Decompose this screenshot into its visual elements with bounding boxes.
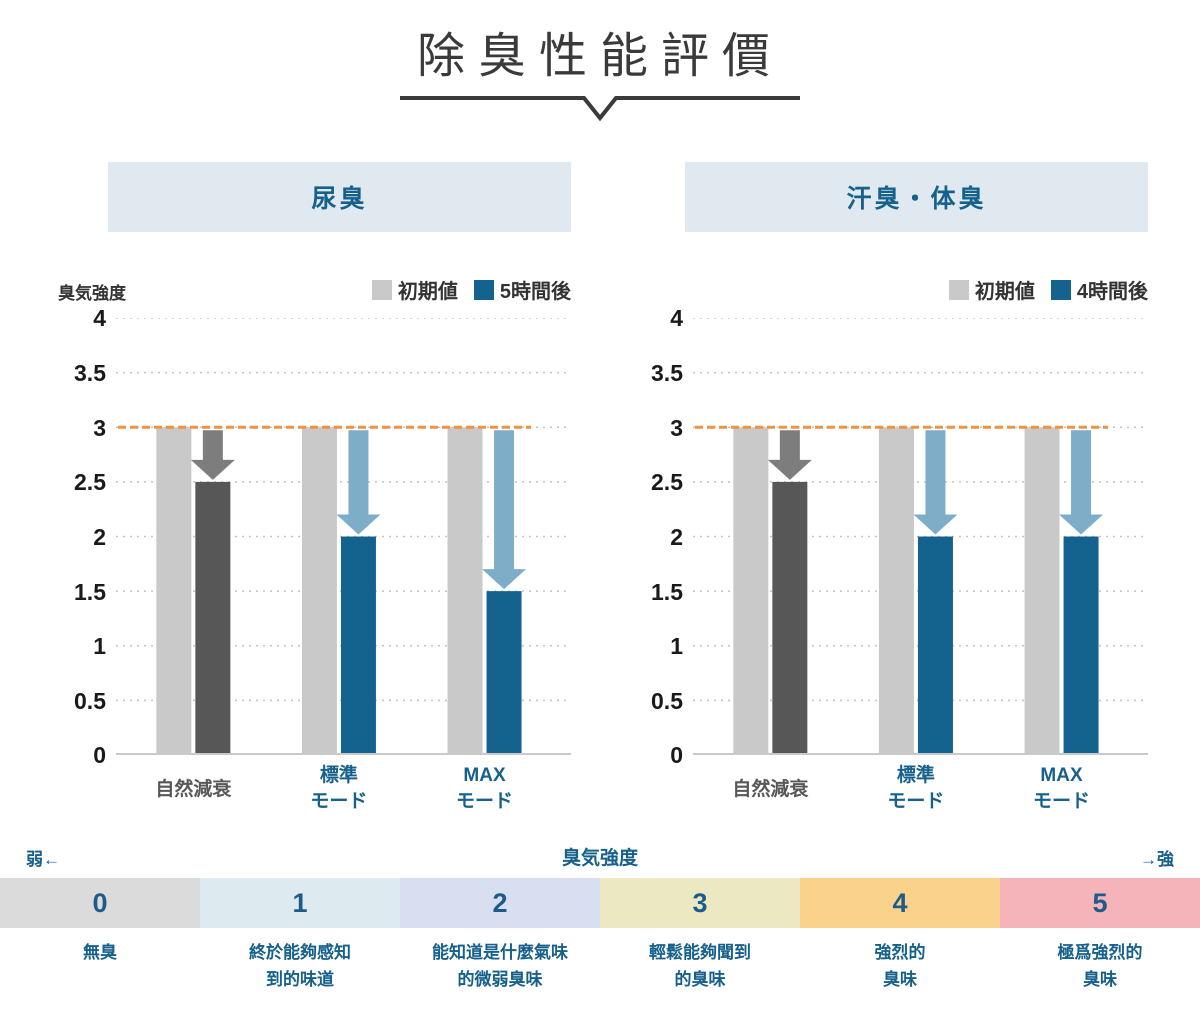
legend-item-after: 5時間後 xyxy=(473,275,571,304)
y-tick-label: 2.5 xyxy=(651,469,683,496)
y-tick-label: 1 xyxy=(670,633,683,660)
chart-meta-row: 初期値 4時間後 xyxy=(635,274,1148,304)
y-tick-label: 4 xyxy=(93,305,106,332)
y-tick-label: 1.5 xyxy=(74,578,106,605)
y-tick-label: 0.5 xyxy=(651,687,683,714)
x-category-label: 自然減衰 xyxy=(155,779,232,801)
y-tick-label: 3 xyxy=(93,414,106,441)
y-axis-tick-labels: 0 0.5 1 1.5 2 2.5 3 3.5 4 xyxy=(635,305,693,768)
scale-strong-label: →強 xyxy=(1140,850,1174,870)
legend-label-initial: 初期値 xyxy=(974,281,1035,304)
scale-cell-1: 1 xyxy=(200,878,400,929)
legend-item-initial: 初期値 xyxy=(948,275,1035,304)
title-block: 除臭性能評價 xyxy=(0,0,1200,122)
x-category-label: MAX モード xyxy=(1033,765,1091,813)
scale-cell-description-0: 無臭 xyxy=(83,943,117,963)
scale-cell-description-2: 能知道是什麼氣味 的微弱臭味 xyxy=(432,943,568,989)
scale-cell-3: 3 xyxy=(600,878,800,929)
scale-title: 臭気強度 xyxy=(561,848,638,870)
scale-cell-description-4: 強烈的 臭味 xyxy=(874,943,926,989)
scale-cell-0: 0 xyxy=(0,878,200,929)
legend-label-initial: 初期値 xyxy=(397,281,458,304)
y-tick-label: 4 xyxy=(670,305,683,332)
scale-cell-4: 4 xyxy=(800,878,1000,929)
y-tick-label: 2 xyxy=(670,523,683,550)
scale-cell-description-5: 極爲強烈的 臭味 xyxy=(1057,943,1143,989)
y-tick-label: 2 xyxy=(93,523,106,550)
y-tick-label: 3.5 xyxy=(74,360,106,387)
scale-axis-labels: 弱← 臭気強度 →強 xyxy=(0,843,1200,870)
scale-descriptions: 無臭 終於能夠感知 到的味道 能知道是什麼氣味 的微弱臭味 輕鬆能夠聞到 的臭味 強烈的… xyxy=(0,940,1200,993)
y-tick-label: 1.5 xyxy=(651,578,683,605)
y-axis-title: 臭気強度 xyxy=(58,284,126,304)
x-category-label: MAX モード xyxy=(456,765,514,813)
x-category-label: 自然減衰 xyxy=(732,779,809,801)
y-tick-label: 1 xyxy=(93,633,106,660)
plot-area: 0 0.5 1 1.5 2 2.5 3 3.5 4 xyxy=(635,305,1148,768)
x-category-label: 標準 モード xyxy=(887,765,945,813)
y-tick-label: 0.5 xyxy=(74,687,106,714)
x-axis-category-labels: 自然減衰 標準 モード MAX モード xyxy=(116,763,571,825)
chart-legend: 初期値 5時間後 xyxy=(371,275,571,304)
y-tick-label: 0 xyxy=(670,742,683,769)
chart-panel-urine-odor: 尿臭 臭気強度 初期値 5時間後 0 0.5 1 1.5 2 2.5 3 3.5 4 自然減衰 標… xyxy=(58,162,571,825)
legend-item-initial: 初期値 xyxy=(371,275,458,304)
x-axis-category-labels: 自然減衰 標準 モード MAX モード xyxy=(693,763,1148,825)
legend-swatch-after-icon xyxy=(1050,279,1071,300)
legend-label-after: 4時間後 xyxy=(1076,281,1148,304)
bar-chart xyxy=(116,318,571,756)
y-tick-label: 3.5 xyxy=(651,360,683,387)
page-title: 除臭性能評價 xyxy=(416,30,783,83)
chart-panel-sweat-body-odor: 汗臭・体臭 初期値 4時間後 0 0.5 1 1.5 2 2.5 3 3.5 4 自然減衰 標準 … xyxy=(635,162,1148,825)
scale-cell-description-3: 輕鬆能夠聞到 的臭味 xyxy=(649,943,751,989)
bar-chart xyxy=(693,318,1148,756)
y-tick-label: 2.5 xyxy=(74,469,106,496)
y-axis-tick-labels: 0 0.5 1 1.5 2 2.5 3 3.5 4 xyxy=(58,305,116,768)
title-underline-decoration xyxy=(400,96,800,122)
scale-weak-label: 弱← xyxy=(26,850,60,870)
scale-cell-2: 2 xyxy=(400,878,600,929)
legend-item-after: 4時間後 xyxy=(1050,275,1148,304)
plot-area: 0 0.5 1 1.5 2 2.5 3 3.5 4 xyxy=(58,305,571,768)
scale-cell-description-1: 終於能夠感知 到的味道 xyxy=(249,943,351,989)
legend-swatch-initial-icon xyxy=(371,279,392,300)
charts-row: 尿臭 臭気強度 初期値 5時間後 0 0.5 1 1.5 2 2.5 3 3.5 4 自然減衰 標… xyxy=(0,162,1200,825)
legend-swatch-after-icon xyxy=(473,279,494,300)
x-category-label: 標準 モード xyxy=(310,765,368,813)
legend-swatch-initial-icon xyxy=(948,279,969,300)
chart-meta-row: 臭気強度 初期値 5時間後 xyxy=(58,274,571,304)
chart-legend: 初期値 4時間後 xyxy=(948,275,1148,304)
y-tick-label: 3 xyxy=(670,414,683,441)
chart-header: 尿臭 xyxy=(108,162,571,233)
y-tick-label: 0 xyxy=(93,742,106,769)
legend-label-after: 5時間後 xyxy=(499,281,571,304)
chart-header: 汗臭・体臭 xyxy=(685,162,1148,233)
scale-cell-5: 5 xyxy=(1000,878,1200,929)
